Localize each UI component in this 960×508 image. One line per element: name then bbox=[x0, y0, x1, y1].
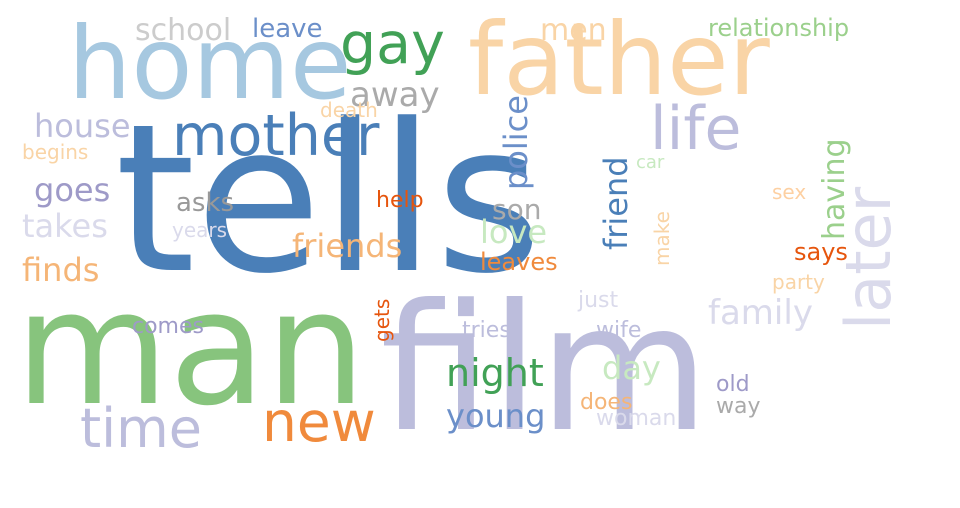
word-finds: finds bbox=[22, 251, 100, 289]
word-car: car bbox=[636, 152, 665, 173]
word-gay: gay bbox=[340, 11, 445, 77]
word-having: having bbox=[817, 138, 852, 240]
word-tells: tells bbox=[115, 81, 543, 319]
word-school: school bbox=[135, 13, 232, 48]
word-friends: friends bbox=[292, 227, 403, 265]
word-father: father bbox=[468, 1, 770, 118]
word-gets: gets bbox=[370, 298, 394, 342]
word-wife: wife bbox=[596, 318, 642, 343]
word-death: death bbox=[320, 98, 378, 122]
word-says: says bbox=[794, 238, 848, 266]
word-years: years bbox=[172, 218, 228, 242]
word-does: does bbox=[580, 390, 633, 415]
word-help: help bbox=[376, 188, 424, 213]
word-love: love bbox=[480, 213, 548, 251]
word-away: away bbox=[350, 75, 440, 115]
word-just: just bbox=[578, 288, 619, 313]
word-man: man bbox=[15, 257, 366, 441]
word-asks: asks bbox=[176, 188, 235, 218]
word-sex: sex bbox=[772, 180, 807, 204]
word-family: family bbox=[708, 293, 813, 333]
word-relationship: relationship bbox=[708, 14, 850, 42]
word-tries: tries bbox=[462, 318, 511, 343]
word-mother: mother bbox=[172, 103, 380, 169]
word-comes: comes bbox=[132, 314, 204, 339]
word-make: make bbox=[650, 211, 674, 266]
word-new: new bbox=[262, 390, 376, 454]
word-young: young bbox=[446, 397, 546, 435]
word-film: film bbox=[380, 268, 710, 471]
word-friend: friend bbox=[597, 156, 635, 250]
word-police: police bbox=[497, 95, 535, 190]
word-party: party bbox=[772, 270, 825, 294]
word-life: life bbox=[650, 94, 742, 164]
word-takes: takes bbox=[22, 207, 108, 245]
word-leaves: leaves bbox=[480, 248, 558, 276]
word-way: way bbox=[716, 394, 761, 419]
word-night: night bbox=[446, 351, 544, 395]
word-house: house bbox=[34, 107, 131, 145]
word-day: day bbox=[602, 349, 661, 387]
word-goes: goes bbox=[34, 171, 111, 209]
word-son: son bbox=[492, 193, 542, 226]
word-men: men bbox=[540, 13, 607, 48]
word-woman: woman bbox=[596, 406, 677, 431]
word-time: time bbox=[80, 397, 203, 460]
word-home: home bbox=[68, 5, 352, 122]
word-leave: leave bbox=[252, 14, 323, 44]
word-old: old bbox=[716, 372, 750, 397]
word-begins: begins bbox=[22, 140, 89, 164]
